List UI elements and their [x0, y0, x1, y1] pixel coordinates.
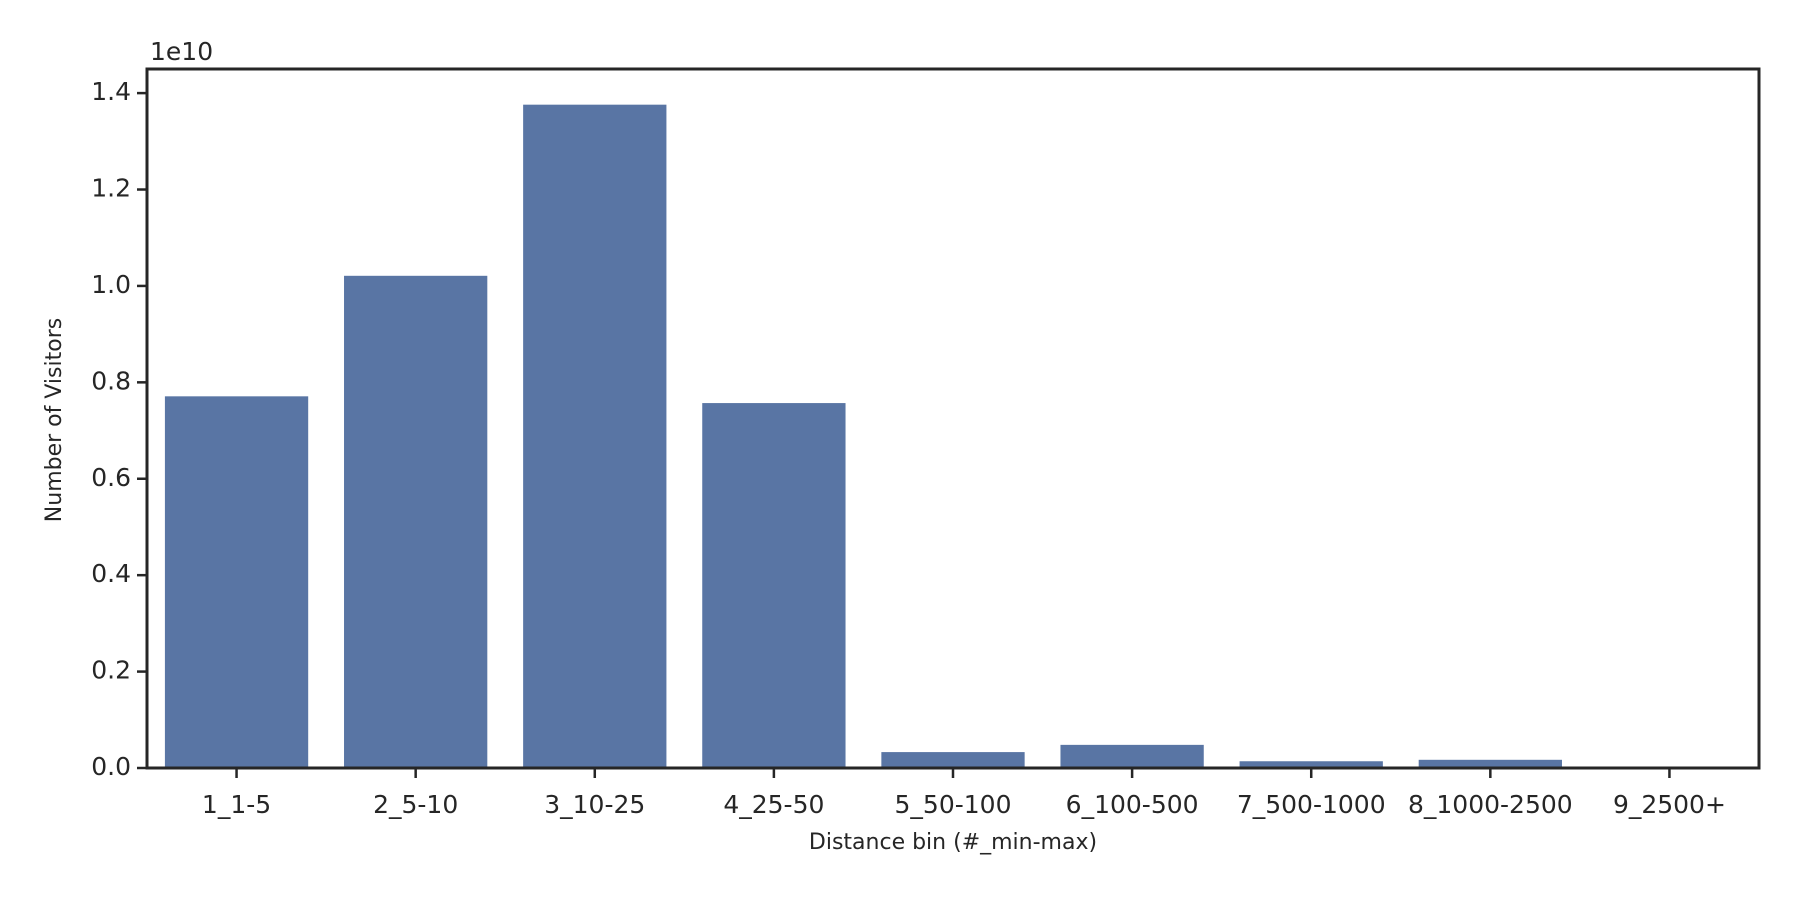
- y-offset-label: 1e10: [150, 37, 213, 66]
- y-tick-label: 0.2: [91, 656, 131, 685]
- y-tick-label: 0.0: [91, 752, 131, 781]
- y-tick-label: 1.0: [91, 270, 131, 299]
- bar: [164, 396, 309, 768]
- bar: [702, 403, 846, 768]
- y-tick-label: 0.8: [91, 366, 131, 395]
- bar: [1418, 759, 1562, 768]
- plot-frame: [145, 67, 1761, 770]
- x-tick-label: 6_100-500: [1066, 790, 1199, 819]
- x-tick-label: 4_25-50: [723, 790, 824, 819]
- x-tick-label: 1_1-5: [202, 790, 271, 819]
- x-tick-label: 9_2500+: [1613, 790, 1726, 819]
- bar: [881, 752, 1025, 768]
- x-tick-label: 2_5-10: [373, 790, 458, 819]
- x-tick-label: 8_1000-2500: [1408, 790, 1573, 819]
- bar: [523, 104, 667, 769]
- x-tick-label: 3_10-25: [544, 790, 645, 819]
- bar: [1060, 744, 1204, 768]
- y-tick-label: 0.4: [91, 559, 131, 588]
- x-axis-label: Distance bin (#_min-max): [809, 830, 1097, 855]
- bar: [1239, 761, 1383, 768]
- y-tick-label: 0.6: [91, 463, 131, 492]
- bar: [344, 275, 488, 768]
- y-axis-label: Number of Visitors: [42, 318, 67, 522]
- x-tick-label: 5_50-100: [895, 790, 1012, 819]
- y-tick-label: 1.2: [91, 174, 131, 203]
- x-tick-label: 7_500-1000: [1237, 790, 1386, 819]
- y-tick-label: 1.4: [91, 77, 131, 106]
